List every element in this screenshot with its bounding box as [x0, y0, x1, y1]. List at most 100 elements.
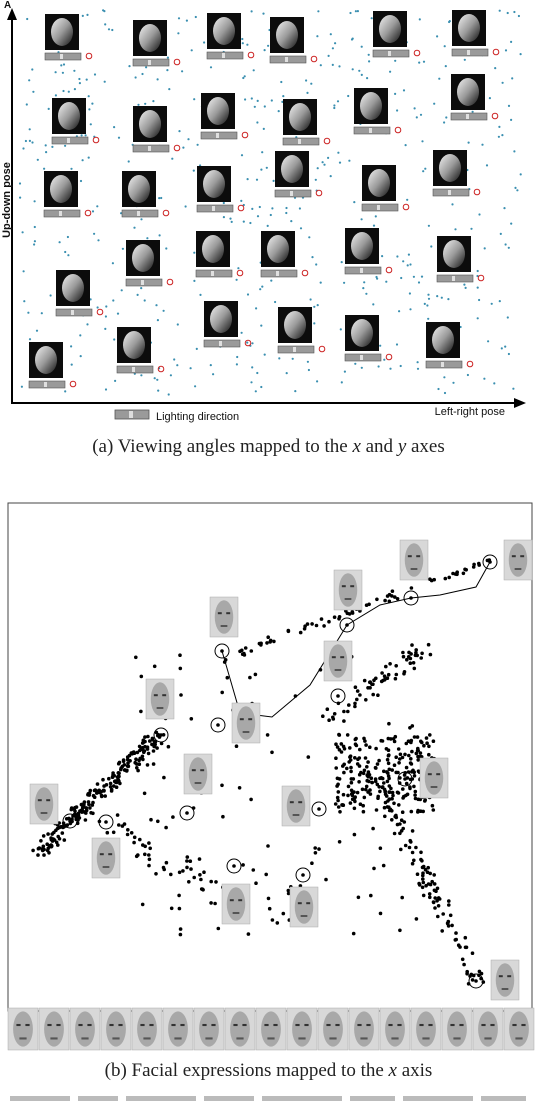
scatter-dot: [408, 661, 413, 665]
scatter-dot: [400, 755, 405, 760]
scatter-dot: [378, 911, 383, 916]
scatter-dot: [193, 251, 196, 254]
scatter-dot: [113, 338, 116, 341]
scatter-dot: [360, 787, 365, 792]
scatter-dot: [181, 869, 185, 873]
face-photo-mouth: [501, 988, 509, 990]
scatter-dot: [418, 754, 423, 759]
scatter-dot: [347, 612, 352, 616]
scatter-dot: [254, 390, 257, 393]
scatter-dot: [83, 818, 88, 822]
sample-circle: [397, 771, 413, 787]
scatter-dot: [260, 385, 263, 389]
scatter-dot: [290, 220, 293, 223]
scatter-dot: [62, 63, 66, 66]
scatter-dot: [135, 766, 139, 770]
sample-circle-center: [345, 623, 349, 627]
scatter-dot: [173, 358, 176, 361]
scatter-dot: [76, 813, 81, 817]
scatter-dot: [299, 227, 303, 230]
scatter-dot: [44, 144, 47, 147]
face-shape: [368, 169, 390, 197]
expression-frame: [7, 1007, 39, 1051]
face-photo-head: [508, 543, 528, 577]
scatter-dot: [408, 292, 411, 295]
face-shape: [139, 24, 161, 52]
face-photo-head: [13, 1011, 33, 1047]
scatter-dot: [415, 748, 420, 753]
sample-circle: [226, 858, 242, 874]
scatter-dot: [387, 721, 391, 726]
scatter-dot: [111, 28, 114, 32]
face-photo-eye: [56, 1023, 61, 1027]
scatter-dot: [136, 768, 140, 773]
scatter-dot: [166, 69, 169, 72]
sample-circle-center: [232, 864, 236, 868]
scatter-dot: [470, 227, 473, 230]
scatter-dot: [398, 776, 402, 780]
face-photo-head: [96, 841, 116, 875]
scatter-dot: [405, 657, 409, 662]
face-photo-eye: [16, 1023, 21, 1027]
face-photo-mouth: [360, 1037, 368, 1040]
scatter-dot: [366, 760, 370, 764]
scatter-dot: [333, 104, 336, 107]
scatter-dot: [498, 9, 501, 12]
face-shape: [351, 232, 373, 260]
scatter-dot: [384, 794, 389, 798]
scatter-dot: [386, 799, 390, 803]
scatter-dot: [433, 906, 437, 910]
caption-a-y: y: [397, 436, 407, 457]
scatter-dot: [111, 830, 116, 835]
scatter-dot: [256, 215, 260, 218]
scatter-dot: [465, 969, 470, 974]
scatter-dot: [267, 44, 270, 47]
face-thumbnail: [344, 315, 393, 362]
scatter-dot: [43, 167, 46, 170]
scatter-dot: [145, 763, 150, 767]
scatter-dot: [387, 753, 391, 757]
scatter-dot: [157, 389, 160, 392]
scatter-dot: [337, 615, 342, 619]
face-thumbnail: [344, 228, 393, 275]
scatter-dot: [358, 693, 362, 697]
face-thumbnail: [353, 88, 402, 135]
panel-b-frame: [7, 502, 533, 1012]
scatter-dot: [311, 256, 314, 259]
scatter-dot: [104, 327, 107, 330]
scatter-dot: [383, 358, 386, 361]
scatter-dot: [400, 895, 405, 900]
scatter-dot: [461, 571, 466, 576]
scatter-dot: [423, 302, 426, 305]
scatter-dot: [319, 281, 322, 284]
scatter-dot: [464, 286, 467, 289]
scatter-dot: [447, 298, 450, 301]
scatter-dot: [251, 342, 254, 345]
face-photo-mouth: [143, 1037, 151, 1040]
scatter-dot: [408, 785, 412, 789]
scatter-dot: [294, 390, 297, 393]
scatter-dot: [506, 316, 509, 319]
scatter-dot: [407, 253, 410, 256]
scatter-dot: [409, 308, 412, 311]
scatter-dot: [399, 364, 402, 368]
page-footer-cutoff-text: [10, 1096, 526, 1101]
scatter-dot: [78, 77, 81, 81]
scatter-dot: [84, 808, 89, 813]
scatter-dot: [236, 355, 239, 359]
scatter-dot: [64, 250, 67, 254]
scatter-dot: [500, 347, 503, 350]
scatter-dot: [452, 381, 455, 384]
face-photo-mouth: [300, 915, 308, 917]
scatter-dot: [33, 225, 36, 229]
scatter-dot: [121, 247, 124, 250]
scatter-dot: [427, 297, 431, 300]
scatter-dot: [241, 863, 245, 867]
scatter-dot: [353, 701, 357, 706]
scatter-dot: [343, 281, 346, 284]
scatter-dot: [60, 64, 63, 67]
scatter-dot: [190, 49, 193, 52]
scatter-dot: [115, 775, 120, 779]
lighting-bar-indicator: [360, 268, 363, 273]
scatter-dot: [454, 937, 459, 942]
